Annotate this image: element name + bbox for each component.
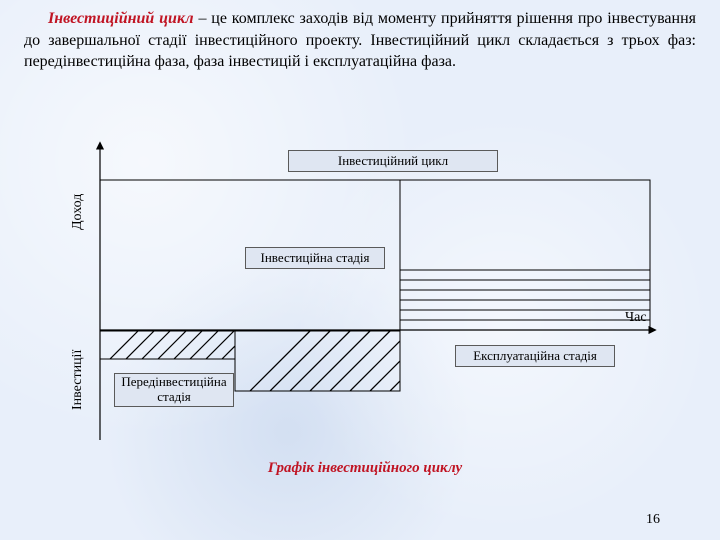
cycle-diagram: Інвестиційний цикл Інвестиційна стадія П…	[60, 135, 670, 475]
label-phase-exploitation: Експлуатаційна стадія	[455, 345, 615, 367]
diagram-svg	[60, 135, 670, 475]
intro-paragraph: Інвестиційний цикл – це комплекс заходів…	[24, 8, 696, 73]
y-axis-label-upper: Доход	[70, 194, 86, 230]
page-number: 16	[646, 512, 660, 528]
label-phase-investment: Інвестиційна стадія	[245, 247, 385, 269]
label-cycle-top: Інвестиційний цикл	[288, 150, 498, 172]
diagram-caption: Графік інвестиційного циклу	[60, 460, 670, 477]
y-axis-label-lower: Інвестиції	[70, 350, 86, 410]
x-axis-label: Час	[625, 310, 647, 326]
page-root: Інвестиційний цикл – це комплекс заходів…	[0, 0, 720, 540]
label-phase-preinvestment: Передінвестиційна стадія	[114, 373, 234, 407]
term-highlight: Інвестиційний цикл	[48, 10, 194, 27]
